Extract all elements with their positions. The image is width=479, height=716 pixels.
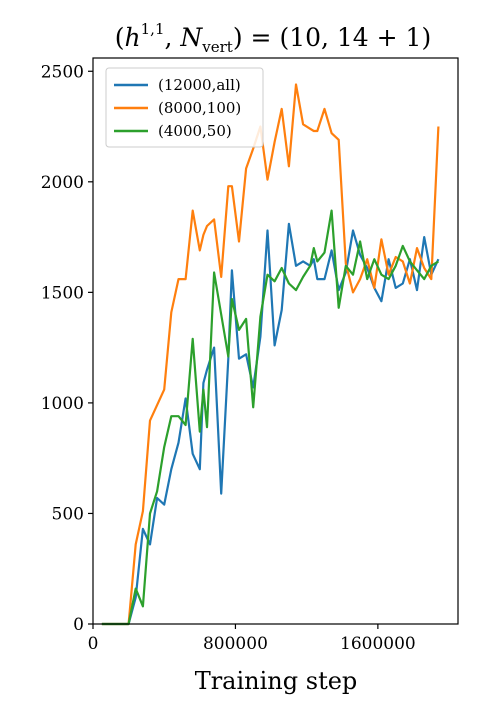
- x-tick-label: 0: [88, 634, 99, 654]
- axes-frame: [92, 57, 459, 625]
- y-tick-label: 1000: [41, 394, 84, 414]
- legend-box: [105, 67, 264, 148]
- legend-label-2: (8000,100): [158, 99, 241, 117]
- series-line-3: [101, 209, 439, 626]
- legend-label-1: (12000,all): [158, 76, 241, 94]
- chart-title: (h1,1, Nvert) = (10, 14 + 1): [115, 20, 431, 56]
- y-axis: 0 500 1000 1500 2000 2500: [41, 62, 93, 635]
- legend: (12000,all) (8000,100) (4000,50): [105, 67, 264, 148]
- chart-title-text: (h1,1, Nvert) = (10, 14 + 1): [115, 20, 431, 56]
- x-axis: 0 800000 1600000: [88, 624, 416, 654]
- x-tick-label: 800000: [203, 634, 268, 654]
- series-line-2: [101, 83, 440, 626]
- x-tick-label: 1600000: [340, 634, 416, 654]
- plot-area: [92, 57, 459, 626]
- y-tick-label: 2000: [41, 173, 84, 193]
- x-axis-label: Training step: [195, 667, 358, 695]
- y-tick-label: 1500: [41, 283, 84, 303]
- y-tick-label: 500: [52, 504, 84, 524]
- y-tick-label: 0: [73, 615, 84, 635]
- legend-label-3: (4000,50): [158, 122, 232, 140]
- y-tick-label: 2500: [41, 62, 84, 82]
- series-line-1: [101, 222, 440, 626]
